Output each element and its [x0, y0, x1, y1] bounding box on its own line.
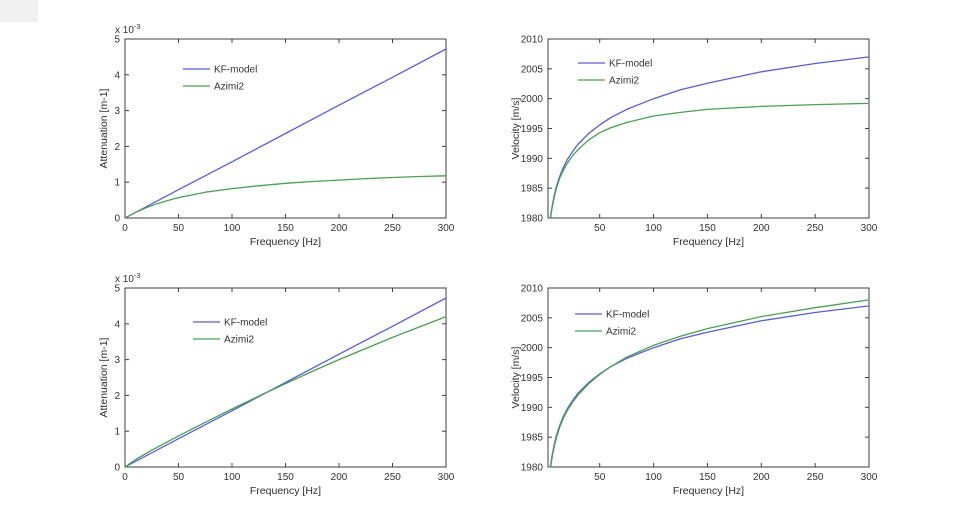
y-tick-label: 2005 — [521, 64, 544, 75]
plot-frame — [547, 38, 870, 219]
legend-label-azimi2: Azimi2 — [606, 327, 636, 338]
subplot-attenuation-bottom-left: 0 50 100 150 200 250 300 0 1 2 3 4 5 Frequency [Hz] At… — [98, 271, 455, 497]
x-axis-label: Frequency [Hz] — [673, 236, 744, 248]
y-tick-label: 2010 — [521, 284, 544, 295]
x-axis-label: Frequency [Hz] — [250, 485, 321, 497]
subplot-velocity-bottom-right: 50 100 150 200 250 300 1980 1985 1990 1995 2000 200… — [510, 284, 878, 498]
x-axis-label: Frequency [Hz] — [673, 485, 744, 497]
y-axis-label: Velocity [m/s] — [510, 97, 522, 159]
y-tick-label: 1980 — [521, 463, 544, 474]
y-tick-label: 1 — [114, 178, 120, 189]
x-tick-label: 300 — [861, 472, 878, 483]
legend-label-azimi2: Azimi2 — [609, 76, 639, 87]
x-tick-label: 150 — [699, 223, 716, 234]
y-tick-label: 4 — [114, 319, 120, 330]
y-tick-label: 1985 — [521, 184, 544, 195]
y-tick-label: 1990 — [521, 154, 544, 165]
x-tick-label: 100 — [224, 223, 241, 234]
legend-label-azimi2: Azimi2 — [224, 335, 254, 346]
series-line-azimi2 — [124, 175, 447, 219]
x-tick-label: 0 — [122, 223, 128, 234]
legend-label-azimi2: Azimi2 — [214, 82, 244, 93]
y-tick-label: 1990 — [521, 403, 544, 414]
y-tick-label: 2010 — [521, 35, 544, 46]
y-tick-label: 1980 — [521, 214, 544, 225]
x-tick-label: 100 — [645, 223, 662, 234]
y-tick-label: 5 — [114, 35, 120, 46]
subplot-velocity-top-right: 50 100 150 200 250 300 1980 1985 1990 1995 2000 200… — [510, 35, 878, 249]
y-axis-label: Attenuation [m-1] — [98, 88, 110, 168]
series-line-kf-model — [124, 297, 447, 468]
y-exponent-label: x 10-3 — [115, 271, 141, 285]
legend-label-kf-model: KF-model — [609, 59, 652, 70]
x-tick-label: 50 — [594, 472, 606, 483]
x-tick-label: 150 — [277, 223, 294, 234]
y-tick-label: 1995 — [521, 373, 544, 384]
y-tick-label: 2000 — [521, 94, 544, 105]
y-tick-label: 1 — [114, 427, 120, 438]
series-line-azimi2 — [124, 315, 447, 468]
x-tick-label: 150 — [699, 472, 716, 483]
x-axis-label: Frequency [Hz] — [250, 236, 321, 248]
legend-label-kf-model: KF-model — [214, 65, 257, 76]
x-tick-label: 300 — [438, 472, 455, 483]
x-tick-label: 100 — [224, 472, 241, 483]
y-tick-label: 1995 — [521, 124, 544, 135]
y-exponent-label: x 10-3 — [115, 22, 141, 36]
y-axis-label: Velocity [m/s] — [510, 346, 522, 408]
x-tick-label: 250 — [807, 472, 824, 483]
x-tick-label: 250 — [807, 223, 824, 234]
y-tick-label: 0 — [114, 463, 120, 474]
x-tick-label: 200 — [331, 223, 348, 234]
x-tick-label: 100 — [645, 472, 662, 483]
plot-frame — [124, 38, 447, 219]
series-line-kf-model — [124, 48, 447, 219]
series-line-azimi2 — [550, 102, 870, 219]
y-axis-label: Attenuation [m-1] — [98, 337, 110, 417]
series-line-kf-model — [549, 305, 870, 468]
y-tick-label: 2 — [114, 391, 120, 402]
plot-frame — [124, 287, 447, 468]
y-tick-label: 4 — [114, 70, 120, 81]
series-line-kf-model — [549, 56, 870, 219]
y-tick-label: 2005 — [521, 313, 544, 324]
y-tick-label: 1985 — [521, 433, 544, 444]
y-tick-label: 5 — [114, 284, 120, 295]
x-tick-label: 200 — [753, 472, 770, 483]
x-tick-label: 200 — [331, 472, 348, 483]
x-tick-label: 0 — [122, 472, 128, 483]
x-tick-label: 150 — [277, 472, 294, 483]
x-tick-label: 250 — [384, 472, 401, 483]
legend-label-kf-model: KF-model — [606, 310, 649, 321]
y-tick-label: 2000 — [521, 343, 544, 354]
y-tick-label: 2 — [114, 142, 120, 153]
x-tick-label: 300 — [861, 223, 878, 234]
series-line-azimi2 — [550, 299, 870, 468]
window-corner-artifact — [0, 0, 38, 22]
x-tick-label: 50 — [173, 472, 185, 483]
y-tick-label: 3 — [114, 355, 120, 366]
y-tick-label: 3 — [114, 106, 120, 117]
x-tick-label: 50 — [594, 223, 606, 234]
subplot-attenuation-top-left: 0 50 100 150 200 250 300 0 1 2 3 4 5 Frequency [Hz] At… — [98, 22, 455, 248]
x-tick-label: 300 — [438, 223, 455, 234]
legend-label-kf-model: KF-model — [224, 318, 267, 329]
x-tick-label: 250 — [384, 223, 401, 234]
x-tick-label: 200 — [753, 223, 770, 234]
y-tick-label: 0 — [114, 214, 120, 225]
x-tick-label: 50 — [173, 223, 185, 234]
